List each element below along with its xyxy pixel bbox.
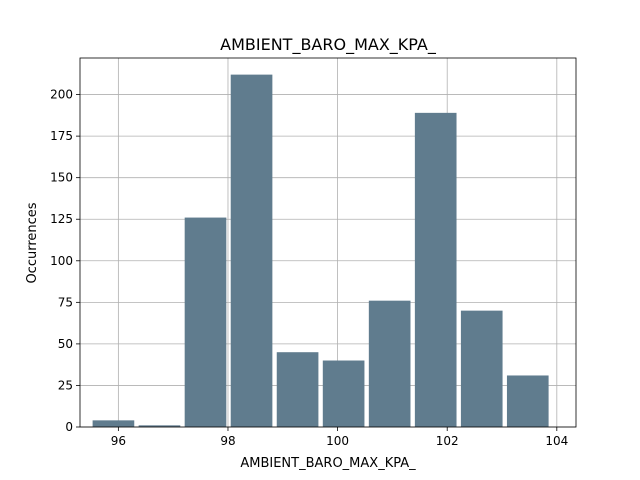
histogram-bar [506, 375, 549, 427]
histogram-bar [414, 112, 457, 427]
x-tick-label: 104 [545, 434, 568, 448]
chart-title: AMBIENT_BARO_MAX_KPA_ [220, 35, 437, 55]
histogram-bar [138, 425, 181, 427]
ticks-layer: 96 98 100 102 104 0 25 50 75 100 125 150 175 200 [50, 88, 568, 448]
histogram-bar [460, 310, 503, 427]
x-axis-label: AMBIENT_BARO_MAX_KPA_ [240, 456, 416, 471]
y-tick-label: 50 [58, 337, 73, 351]
y-tick-label: 100 [50, 254, 73, 268]
y-tick-label: 25 [58, 378, 73, 392]
histogram-bar [322, 360, 365, 427]
histogram-bar [230, 74, 273, 428]
y-tick-label: 200 [50, 88, 73, 102]
histogram-bar [184, 217, 227, 427]
histogram-bar [92, 420, 135, 427]
x-tick-label: 96 [111, 434, 126, 448]
x-tick-label: 100 [326, 434, 349, 448]
plot-frame [79, 57, 577, 428]
bars-layer [92, 74, 549, 428]
y-tick-label: 0 [65, 420, 73, 434]
y-tick-label: 75 [58, 295, 73, 309]
y-axis-label: Occurrences [25, 202, 40, 283]
histogram-bar [368, 300, 411, 427]
y-tick-label: 150 [50, 171, 73, 185]
x-tick-label: 98 [220, 434, 235, 448]
histogram-bar [276, 352, 319, 427]
x-tick-label: 102 [436, 434, 459, 448]
y-tick-label: 175 [50, 129, 73, 143]
y-tick-label: 125 [50, 212, 73, 226]
